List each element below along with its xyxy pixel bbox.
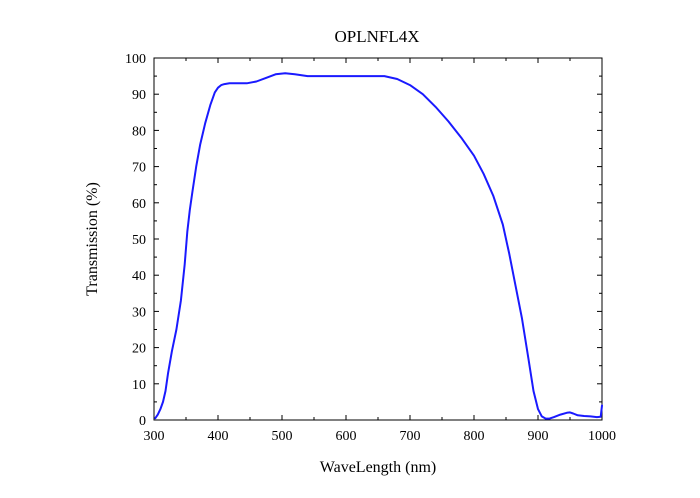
y-tick-label: 90	[132, 88, 146, 103]
x-tick-label: 300	[144, 429, 165, 444]
axis-ticks	[153, 57, 603, 421]
x-axis-label: WaveLength (nm)	[320, 459, 436, 476]
y-tick-label: 50	[132, 233, 146, 248]
y-tick-label: 100	[125, 52, 146, 67]
y-tick-label: 20	[132, 342, 146, 357]
plot-frame	[153, 57, 603, 421]
x-tick-label: 800	[464, 429, 485, 444]
y-tick-label: 40	[132, 269, 146, 284]
series-line	[154, 72, 603, 420]
x-tick-label: 1000	[588, 429, 616, 444]
x-tick-label: 700	[400, 429, 421, 444]
x-tick-label: 900	[528, 429, 549, 444]
y-tick-label: 30	[132, 305, 146, 320]
x-tick-label: 600	[336, 429, 357, 444]
x-tick-label: 400	[208, 429, 229, 444]
y-tick-label: 0	[139, 414, 146, 429]
y-axis-label: Transmission (%)	[84, 182, 101, 296]
axis-tick-labels: 300 400 500 600 700 800 900 1000 0 10 20 30 40 50 60 70…	[125, 52, 616, 444]
x-tick-label: 500	[272, 429, 293, 444]
y-tick-label: 80	[132, 124, 146, 139]
y-tick-label: 60	[132, 197, 146, 212]
chart-title: OPLNFL4X	[334, 27, 419, 46]
y-tick-label: 70	[132, 161, 146, 176]
y-tick-label: 10	[132, 378, 146, 393]
